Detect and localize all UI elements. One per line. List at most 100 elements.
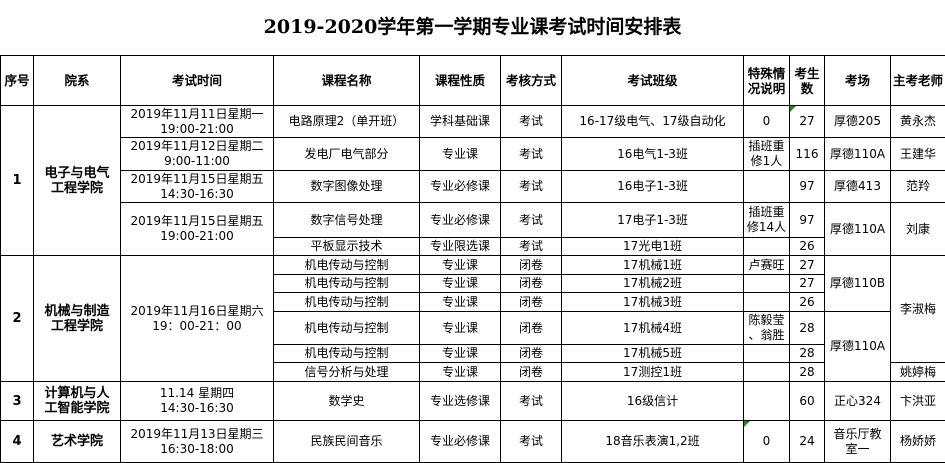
cell-examiner: 李淑梅 [891, 256, 945, 363]
cell-class: 17机械4班 [562, 312, 744, 345]
cell-college: 电子与电气 工程学院 [34, 106, 121, 256]
cell-course-type: 专业课 [420, 293, 501, 312]
cell-examiner: 卞洪亚 [891, 382, 945, 421]
cell-special-note: 插班重 修1人 [744, 138, 790, 171]
cell-class: 17机械3班 [562, 293, 744, 312]
cell-student-count: 27 [790, 275, 825, 293]
cell-assessment: 闭卷 [501, 345, 562, 363]
cell-student-count: 97 [790, 171, 825, 203]
cell-class: 17机械1班 [562, 256, 744, 275]
cell-assessment: 考试 [501, 106, 562, 138]
cell-course-name: 机电传动与控制 [274, 293, 420, 312]
cell-exam-time: 2019年11月15日星期五 14:30-16:30 [121, 171, 274, 203]
cell-exam-time: 2019年11月15日星期五 19:00-21:00 [121, 203, 274, 256]
cell-room: 音乐厅教 室一 [825, 421, 891, 463]
header-special-note: 特殊情况说明 [744, 56, 790, 106]
cell-assessment: 闭卷 [501, 275, 562, 293]
cell-room: 厚德110A [825, 312, 891, 382]
cell-course-name: 平板显示技术 [274, 238, 420, 256]
cell-assessment: 考试 [501, 138, 562, 171]
cell-seq: 4 [1, 421, 34, 463]
cell-course-type: 专业课 [420, 312, 501, 345]
cell-exam-time: 2019年11月16日星期六 19：00-21：00 [121, 256, 274, 382]
cell-class: 17测控1班 [562, 363, 744, 382]
cell-student-count: 28 [790, 363, 825, 382]
exam-schedule-table: 序号院系考试时间课程名称课程性质考核方式考试班级特殊情况说明考生数考场主考老师 … [0, 55, 945, 463]
cell-course-name: 数学史 [274, 382, 420, 421]
cell-course-type: 专业课 [420, 345, 501, 363]
cell-exam-time: 2019年11月12日星期二 9:00-11:00 [121, 138, 274, 171]
cell-college: 计算机与人 工智能学院 [34, 382, 121, 421]
cell-seq: 1 [1, 106, 34, 256]
cell-exam-time: 2019年11月13日星期三 16:30-18:00 [121, 421, 274, 463]
cell-course-type: 专业课 [420, 138, 501, 171]
cell-course-name: 数字图像处理 [274, 171, 420, 203]
cell-student-count: 26 [790, 293, 825, 312]
cell-class: 18音乐表演1,2班 [562, 421, 744, 463]
cell-class: 17机械2班 [562, 275, 744, 293]
cell-course-type: 专业必修课 [420, 203, 501, 238]
cell-student-count: 28 [790, 345, 825, 363]
cell-class: 16-17级电气、17级自动化 [562, 106, 744, 138]
cell-special-note: 陈毅莹 、翁胜 [744, 312, 790, 345]
header-examiner: 主考老师 [891, 56, 945, 106]
cell-assessment: 考试 [501, 382, 562, 421]
cell-examiner: 杨娇娇 [891, 421, 945, 463]
cell-course-type: 专业必修课 [420, 171, 501, 203]
cell-student-count: 26 [790, 238, 825, 256]
cell-course-type: 专业课 [420, 363, 501, 382]
cell-exam-time: 2019年11月11日星期一 19:00-21:00 [121, 106, 274, 138]
cell-special-note [744, 171, 790, 203]
cell-special-note: 0 [744, 106, 790, 138]
header-class: 考试班级 [562, 56, 744, 106]
cell-course-name: 信号分析与处理 [274, 363, 420, 382]
cell-special-note: 卢赛旺 [744, 256, 790, 275]
cell-assessment: 考试 [501, 238, 562, 256]
cell-room: 厚德110B [825, 256, 891, 312]
cell-examiner: 姚婷梅 [891, 363, 945, 382]
cell-class: 17机械5班 [562, 345, 744, 363]
cell-assessment: 考试 [501, 171, 562, 203]
header-room: 考场 [825, 56, 891, 106]
cell-special-note [744, 363, 790, 382]
cell-special-note [744, 275, 790, 293]
cell-student-count: 28 [790, 312, 825, 345]
cell-room: 厚德110A [825, 203, 891, 256]
cell-class: 16级信计 [562, 382, 744, 421]
cell-examiner: 黄永杰 [891, 106, 945, 138]
cell-room: 正心324 [825, 382, 891, 421]
cell-examiner: 王建华 [891, 138, 945, 171]
cell-class: 16电子1-3班 [562, 171, 744, 203]
cell-assessment: 闭卷 [501, 312, 562, 345]
cell-course-name: 发电厂电气部分 [274, 138, 420, 171]
cell-special-note [744, 345, 790, 363]
cell-student-count: 24 [790, 421, 825, 463]
cell-course-name: 民族民间音乐 [274, 421, 420, 463]
cell-room: 厚德413 [825, 171, 891, 203]
header-row: 序号院系考试时间课程名称课程性质考核方式考试班级特殊情况说明考生数考场主考老师 [1, 56, 945, 106]
cell-college: 艺术学院 [34, 421, 121, 463]
cell-special-note: 0 [744, 421, 790, 463]
cell-student-count: 116 [790, 138, 825, 171]
cell-assessment: 闭卷 [501, 363, 562, 382]
cell-room: 厚德110A [825, 138, 891, 171]
cell-special-note [744, 293, 790, 312]
header-student-count: 考生数 [790, 56, 825, 106]
cell-course-name: 数字信号处理 [274, 203, 420, 238]
cell-room: 厚德205 [825, 106, 891, 138]
cell-course-type: 学科基础课 [420, 106, 501, 138]
cell-special-note [744, 238, 790, 256]
cell-assessment: 考试 [501, 203, 562, 238]
cell-course-type: 专业选修课 [420, 382, 501, 421]
cell-seq: 2 [1, 256, 34, 382]
cell-assessment: 闭卷 [501, 293, 562, 312]
cell-class: 17电子1-3班 [562, 203, 744, 238]
cell-student-count: 97 [790, 203, 825, 238]
cell-class: 16电气1-3班 [562, 138, 744, 171]
cell-course-type: 专业课 [420, 256, 501, 275]
